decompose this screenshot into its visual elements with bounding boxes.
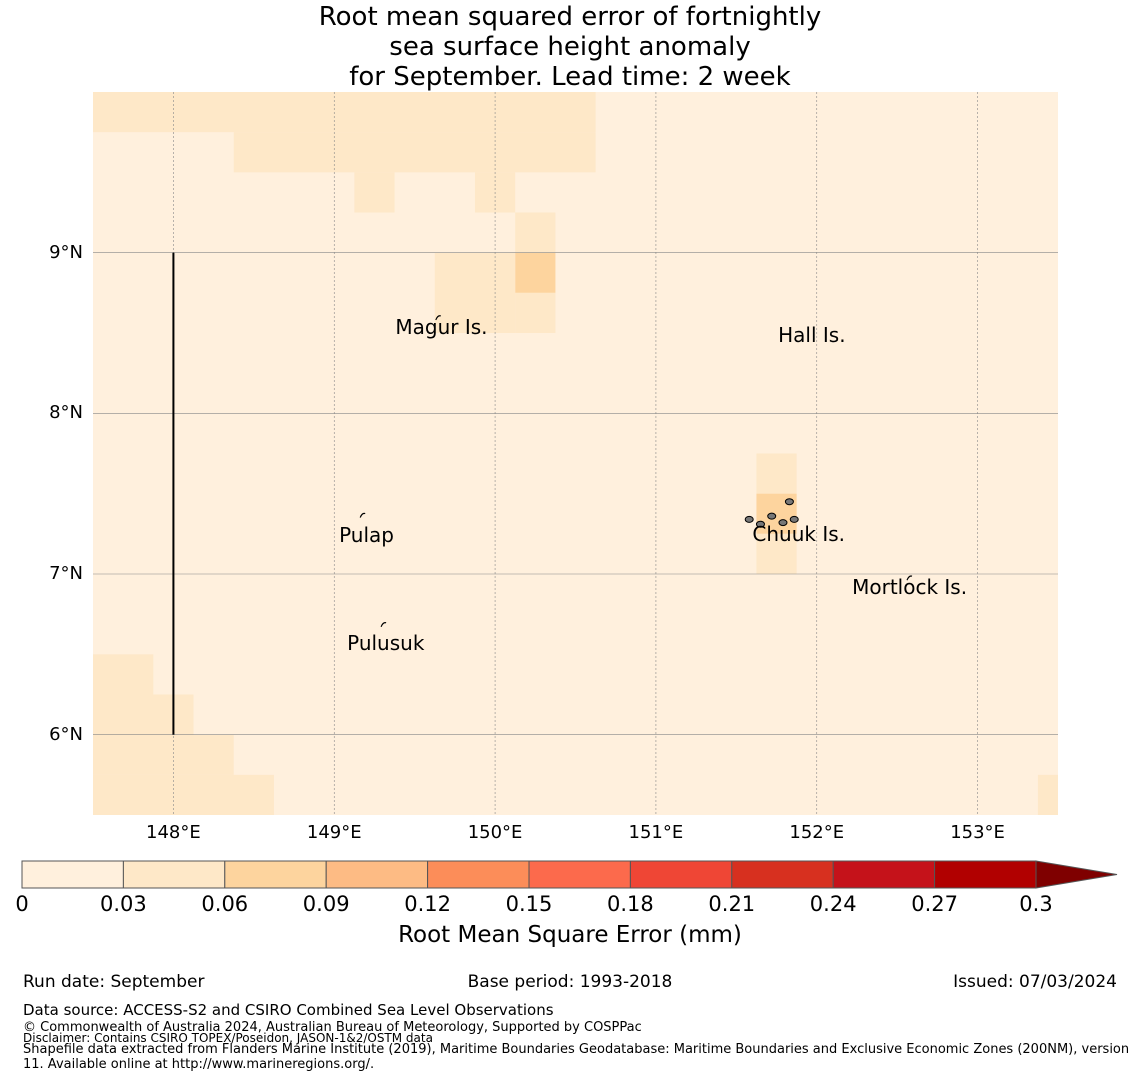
colorbar-segment — [427, 860, 530, 889]
run-date: Run date: September — [23, 972, 205, 992]
chuuk-islet — [789, 515, 799, 523]
place-label: Chuuk Is. — [752, 521, 846, 546]
colorbar-tick-label: 0.21 — [708, 892, 756, 916]
island-outline — [435, 315, 441, 321]
rmse-cell — [233, 132, 596, 173]
island-outline — [906, 575, 913, 581]
title-line-3: for September. Lead time: 2 week — [349, 62, 791, 92]
chuuk-islet — [784, 498, 794, 506]
colorbar-segment — [528, 860, 631, 889]
place-label: Magur Is. — [395, 314, 488, 339]
colorbar-tick-label: 0.06 — [201, 892, 249, 916]
chuuk-islet — [767, 512, 777, 520]
chuuk-islet — [744, 515, 754, 523]
lon-tick-label: 149°E — [306, 822, 362, 843]
rmse-cell — [93, 734, 234, 775]
colorbar-tick-label: 0.3 — [1019, 892, 1053, 916]
colorbar-tick-label: 0.12 — [404, 892, 451, 916]
rmse-cell — [756, 533, 797, 574]
shapefile-credit: Shapefile data extracted from Flanders M… — [23, 1042, 1130, 1072]
rmse-cell — [756, 453, 797, 494]
chuuk-islet — [755, 520, 765, 528]
colorbar-segment — [325, 860, 429, 889]
lon-tick-label: 150°E — [467, 822, 523, 843]
colorbar-tick-label: 0.15 — [505, 892, 553, 916]
data-source: Data source: ACCESS-S2 and CSIRO Combine… — [23, 1001, 554, 1019]
lat-tick-label: 8°N — [49, 402, 83, 424]
title-line-2: sea surface height anomaly — [389, 32, 751, 62]
colorbar-segment — [934, 860, 1037, 889]
lat-tick-label: 7°N — [49, 563, 83, 584]
rmse-cell — [354, 172, 395, 213]
map-panel[interactable] — [0, 0, 1140, 860]
colorbar-tick-label: 0.09 — [302, 892, 350, 916]
rmse-cell — [515, 252, 556, 293]
colorbar-segment — [21, 860, 124, 889]
chart-title: Root mean squared error of fortnightly s… — [0, 2, 1140, 92]
lon-tick-label: 151°E — [628, 822, 684, 843]
base-period: Base period: 1993-2018 — [467, 972, 673, 992]
island-outline — [380, 622, 387, 628]
disclaimer: Disclaimer: Contains CSIRO TOPEX/Poseido… — [23, 1031, 433, 1045]
colorbar-tick-label: 0.24 — [809, 892, 857, 916]
rmse-cell — [93, 92, 596, 133]
place-label: Pulusuk — [347, 631, 425, 656]
colorbar-segment — [224, 860, 327, 889]
colorbar-tick-label: 0 — [15, 892, 29, 916]
rmse-cell — [93, 654, 154, 695]
colorbar-extend-arrow — [1035, 860, 1118, 889]
rmse-cell — [434, 252, 516, 333]
lon-tick-label: 152°E — [789, 822, 845, 843]
place-label: Pulap — [339, 523, 394, 548]
island-outline — [359, 512, 366, 518]
place-label: Mortlock Is. — [852, 574, 968, 599]
copyright: © Commonwealth of Australia 2024, Austra… — [23, 1020, 642, 1035]
rmse-cell — [93, 694, 194, 735]
colorbar-label: Root Mean Square Error (mm) — [398, 922, 742, 948]
place-label: Hall Is. — [778, 322, 846, 347]
rmse-cell — [1037, 774, 1058, 815]
colorbar-segment — [122, 860, 226, 889]
rmse-cell — [515, 292, 556, 333]
lat-tick-label: 9°N — [49, 241, 83, 263]
lon-tick-label: 153°E — [950, 822, 1005, 843]
map-background — [93, 92, 1058, 815]
chuuk-islet — [778, 519, 788, 527]
colorbar-segment — [731, 860, 834, 889]
issued-date: Issued: 07/03/2024 — [953, 972, 1117, 992]
colorbar-tick-label: 0.18 — [607, 892, 654, 916]
colorbar-segment — [629, 860, 733, 889]
title-line-1: Root mean squared error of fortnightly — [318, 2, 822, 32]
rmse-cell — [93, 774, 274, 815]
colorbar-tick-label: 0.03 — [100, 892, 147, 916]
lon-tick-label: 148°E — [146, 822, 201, 843]
lat-tick-label: 6°N — [49, 723, 83, 745]
colorbar-segment — [832, 860, 936, 889]
colorbar-tick-label: 0.27 — [911, 892, 958, 916]
